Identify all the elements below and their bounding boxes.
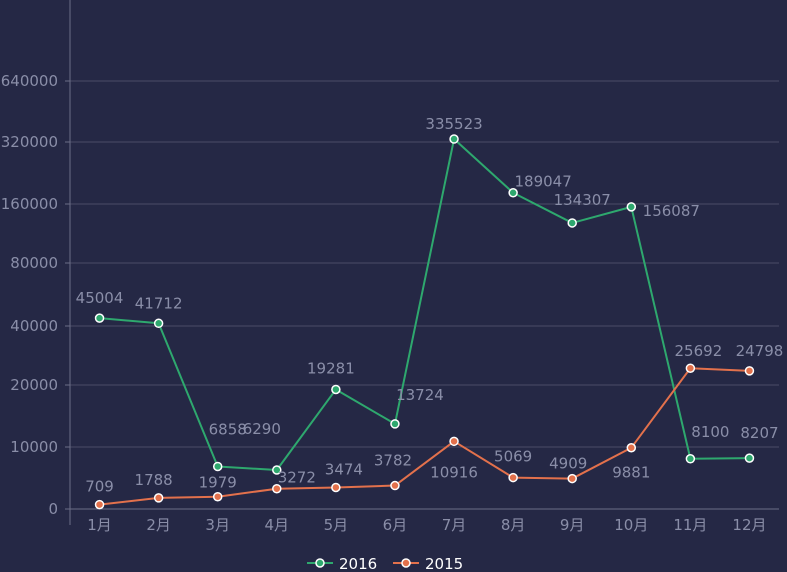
x-tick-label: 2月 <box>146 516 171 534</box>
data-point-2015[interactable] <box>508 472 518 483</box>
data-point-2016[interactable] <box>567 218 577 228</box>
data-label-2016: 189047 <box>514 173 571 191</box>
series-line-2016 <box>99 138 750 472</box>
y-tick-label: 10000 <box>10 438 58 456</box>
data-label-2015: 3474 <box>325 460 363 478</box>
data-point-2015[interactable] <box>94 499 105 510</box>
data-label-2016: 19281 <box>307 359 355 377</box>
legend-swatch-marker <box>315 558 325 568</box>
data-label-2015: 5069 <box>494 448 532 466</box>
y-tick-label: 160000 <box>1 195 58 213</box>
data-point-2016[interactable] <box>449 134 459 144</box>
data-point-2016[interactable] <box>744 453 755 463</box>
data-point-2016[interactable] <box>94 313 105 323</box>
y-axis-tick-labels: 0 10000 20000 40000 80000 160000 320000 640000 <box>1 72 58 518</box>
x-tick-label: 9月 <box>560 516 585 534</box>
data-label-2016: 134307 <box>554 191 611 209</box>
data-label-2015: 3782 <box>374 452 412 470</box>
series-layer <box>94 134 755 510</box>
data-point-2015[interactable] <box>153 493 164 503</box>
data-point-2016[interactable] <box>212 461 223 472</box>
legend[interactable]: 2016 2015 <box>307 555 463 572</box>
data-label-2015: 25692 <box>675 342 723 360</box>
legend-item-2016[interactable]: 2016 <box>307 555 377 572</box>
data-label-2016: 8207 <box>740 424 778 442</box>
data-label-2015: 9881 <box>612 464 650 482</box>
data-point-2015[interactable] <box>744 366 755 376</box>
y-tick-label: 40000 <box>10 317 58 335</box>
x-tick-label: 8月 <box>501 516 526 534</box>
data-point-2015[interactable] <box>567 473 577 484</box>
data-label-2015: 1788 <box>135 471 173 489</box>
data-point-2016[interactable] <box>153 318 164 329</box>
legend-label: 2016 <box>339 555 377 572</box>
y-tick-label: 20000 <box>10 376 58 394</box>
y-tick-label: 80000 <box>10 254 58 272</box>
legend-label: 2015 <box>425 555 463 572</box>
data-point-2016[interactable] <box>331 384 341 395</box>
data-label-2015: 24798 <box>736 342 784 360</box>
data-point-2015[interactable] <box>331 482 341 493</box>
data-label-2015: 10916 <box>430 463 478 481</box>
x-tick-label: 3月 <box>205 516 230 534</box>
data-point-2015[interactable] <box>272 483 282 494</box>
data-label-2016: 335523 <box>425 115 482 133</box>
data-label-2015: 709 <box>85 478 114 496</box>
legend-item-2015[interactable]: 2015 <box>393 555 463 572</box>
x-tick-label: 10月 <box>614 516 648 534</box>
x-tick-label: 4月 <box>265 516 290 534</box>
data-point-2015[interactable] <box>626 442 637 453</box>
data-point-2015[interactable] <box>390 480 400 491</box>
data-label-2016: 6290 <box>243 420 281 438</box>
x-tick-label: 12月 <box>732 516 766 534</box>
data-point-2016[interactable] <box>626 202 637 212</box>
data-label-2016: 13724 <box>396 386 444 404</box>
data-point-2016[interactable] <box>508 187 518 198</box>
y-tick-label: 0 <box>48 500 58 518</box>
data-label-2015: 4909 <box>549 455 587 473</box>
data-label-2015: 1979 <box>199 474 237 492</box>
x-tick-label: 11月 <box>673 516 707 534</box>
x-axis-tick-labels: 1月 2月 3月 4月 5月 6月 7月 8月 9月 10月 11月 12月 <box>87 516 766 534</box>
data-label-2016: 41712 <box>135 294 183 312</box>
series-line-2015 <box>99 367 750 506</box>
data-label-2016: 45004 <box>76 289 124 307</box>
y-tick-label: 320000 <box>1 133 58 151</box>
data-label-2015: 3272 <box>278 469 316 487</box>
data-point-2015[interactable] <box>685 363 696 373</box>
data-label-2016: 156087 <box>643 202 700 220</box>
x-tick-label: 7月 <box>442 516 467 534</box>
grid-lines <box>70 80 779 448</box>
data-point-2016[interactable] <box>685 454 696 464</box>
data-point-2016[interactable] <box>390 419 400 429</box>
data-point-2015[interactable] <box>212 491 223 502</box>
x-tick-label: 6月 <box>383 516 408 534</box>
axes <box>65 0 779 525</box>
data-point-2015[interactable] <box>449 436 459 447</box>
x-tick-label: 1月 <box>87 516 112 534</box>
legend-swatch-marker <box>401 558 411 568</box>
y-tick-label: 640000 <box>1 72 58 90</box>
data-point-2016[interactable] <box>272 465 282 475</box>
x-tick-label: 5月 <box>324 516 349 534</box>
data-label-2016: 8100 <box>691 423 729 441</box>
data-label-2016: 6858 <box>209 420 247 438</box>
